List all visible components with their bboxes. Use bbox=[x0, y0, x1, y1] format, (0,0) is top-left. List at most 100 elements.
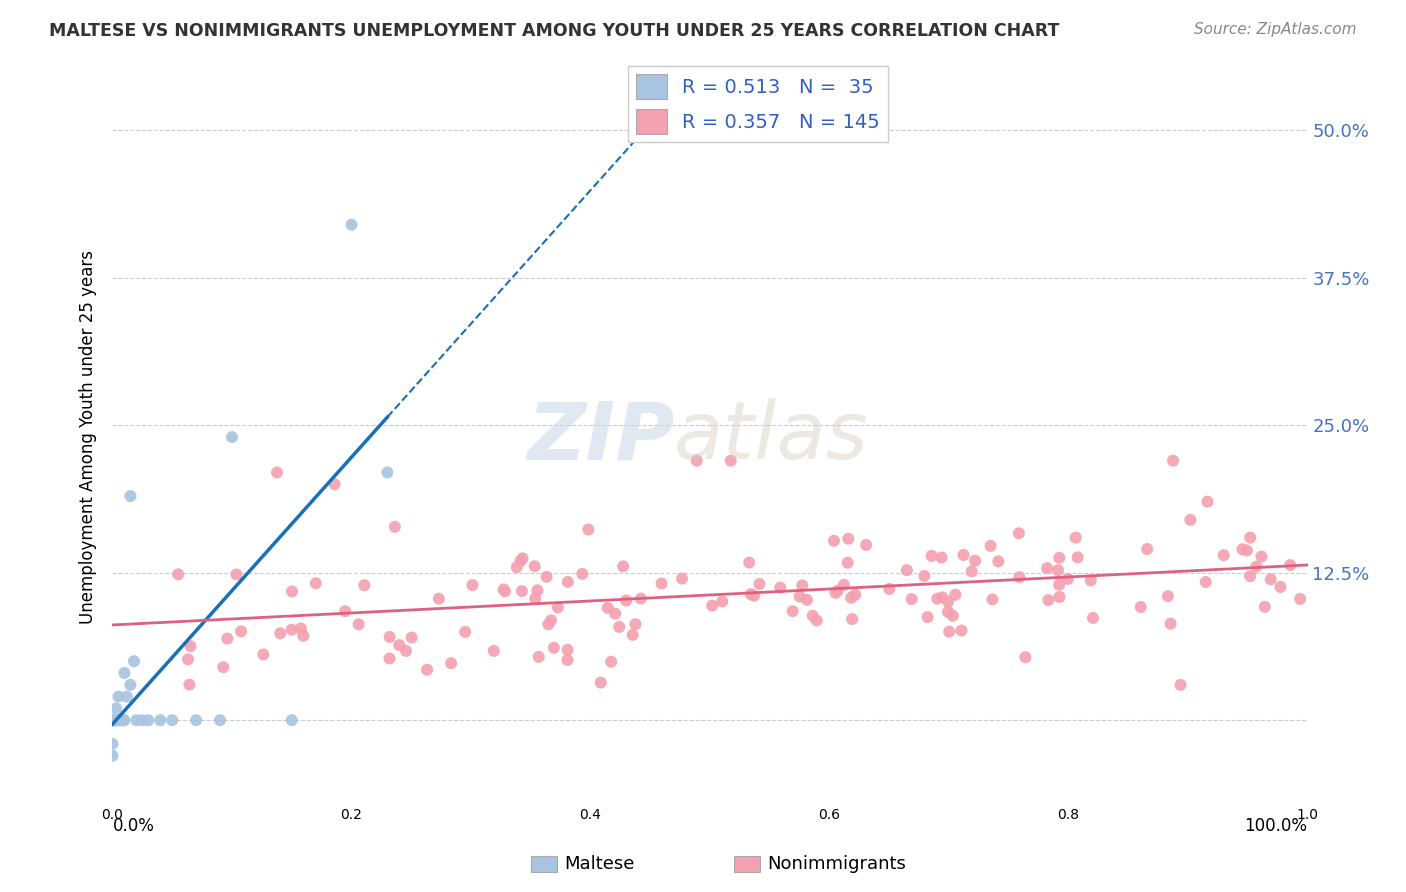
Point bbox=[596, 601, 619, 615]
Point bbox=[536, 570, 558, 584]
Point bbox=[120, 678, 142, 692]
Point bbox=[269, 626, 291, 640]
Point bbox=[454, 624, 477, 639]
Point bbox=[942, 608, 965, 623]
Point bbox=[740, 587, 762, 601]
Point bbox=[686, 453, 709, 467]
Point bbox=[125, 713, 148, 727]
Point bbox=[416, 663, 439, 677]
Point bbox=[482, 644, 505, 658]
Point bbox=[104, 713, 127, 727]
Point bbox=[388, 638, 411, 652]
Point bbox=[1260, 573, 1282, 587]
Point bbox=[217, 632, 239, 646]
Y-axis label: Unemployment Among Youth under 25 years: Unemployment Among Youth under 25 years bbox=[79, 250, 97, 624]
Point bbox=[494, 584, 516, 599]
Point bbox=[917, 610, 939, 624]
Point bbox=[1160, 616, 1182, 631]
Text: ZIP: ZIP bbox=[527, 398, 675, 476]
Point bbox=[1014, 650, 1036, 665]
Text: atlas: atlas bbox=[675, 398, 869, 476]
Point bbox=[960, 564, 983, 578]
Point bbox=[543, 640, 565, 655]
Point bbox=[671, 572, 693, 586]
Point bbox=[614, 593, 637, 607]
Point bbox=[589, 675, 612, 690]
Point bbox=[384, 520, 406, 534]
Point bbox=[605, 607, 627, 621]
Point bbox=[624, 617, 647, 632]
Point bbox=[526, 583, 548, 598]
Point bbox=[323, 477, 346, 491]
Point bbox=[280, 623, 302, 637]
Point bbox=[1239, 531, 1261, 545]
Point bbox=[801, 608, 824, 623]
Point bbox=[105, 713, 128, 727]
Point bbox=[427, 591, 450, 606]
Point bbox=[1036, 561, 1059, 575]
Point bbox=[378, 630, 401, 644]
Point bbox=[1170, 678, 1192, 692]
Text: 0.0%: 0.0% bbox=[112, 817, 155, 835]
Point bbox=[401, 631, 423, 645]
Point bbox=[1195, 574, 1218, 589]
Point bbox=[1047, 563, 1070, 577]
Point bbox=[748, 577, 770, 591]
Point bbox=[1289, 591, 1312, 606]
Point bbox=[167, 567, 190, 582]
Point bbox=[107, 713, 129, 727]
Point bbox=[806, 614, 828, 628]
Point bbox=[1081, 611, 1104, 625]
Point bbox=[844, 588, 866, 602]
Text: Maltese: Maltese bbox=[564, 855, 634, 872]
Point bbox=[782, 604, 804, 618]
Point bbox=[1161, 453, 1184, 467]
Bar bbox=[531, 856, 557, 872]
Point bbox=[440, 657, 463, 671]
Point bbox=[281, 713, 304, 727]
Point bbox=[557, 653, 579, 667]
Point bbox=[512, 551, 534, 566]
Point bbox=[292, 629, 315, 643]
Point bbox=[547, 600, 569, 615]
Point bbox=[225, 567, 247, 582]
Point bbox=[162, 713, 183, 727]
Point bbox=[1066, 550, 1088, 565]
Point bbox=[1239, 569, 1261, 583]
Point bbox=[509, 554, 531, 568]
Point bbox=[792, 578, 814, 592]
Text: 100.0%: 100.0% bbox=[1244, 817, 1308, 835]
Point bbox=[523, 559, 546, 574]
Point bbox=[110, 713, 132, 727]
Point bbox=[952, 548, 974, 562]
Point bbox=[702, 599, 724, 613]
Point bbox=[651, 576, 673, 591]
Point bbox=[105, 713, 128, 727]
Point bbox=[607, 620, 630, 634]
Point bbox=[827, 583, 849, 598]
Point bbox=[114, 713, 135, 727]
Point bbox=[1080, 574, 1102, 588]
Point bbox=[340, 218, 363, 232]
Point bbox=[104, 713, 127, 727]
Point bbox=[612, 559, 634, 574]
Point bbox=[720, 453, 742, 467]
Point bbox=[900, 592, 922, 607]
Point bbox=[769, 581, 792, 595]
Point bbox=[101, 737, 124, 751]
Point bbox=[557, 642, 579, 657]
Point bbox=[353, 578, 375, 592]
Point bbox=[824, 586, 846, 600]
Point bbox=[105, 713, 128, 727]
Point bbox=[395, 644, 418, 658]
Point bbox=[1047, 578, 1070, 592]
Point bbox=[789, 590, 811, 604]
Point bbox=[1056, 572, 1078, 586]
Point bbox=[105, 701, 128, 715]
Point bbox=[630, 591, 652, 606]
Point bbox=[796, 593, 818, 607]
Point bbox=[921, 549, 943, 563]
Point bbox=[101, 713, 124, 727]
Point bbox=[1197, 494, 1219, 508]
Point bbox=[377, 466, 399, 480]
